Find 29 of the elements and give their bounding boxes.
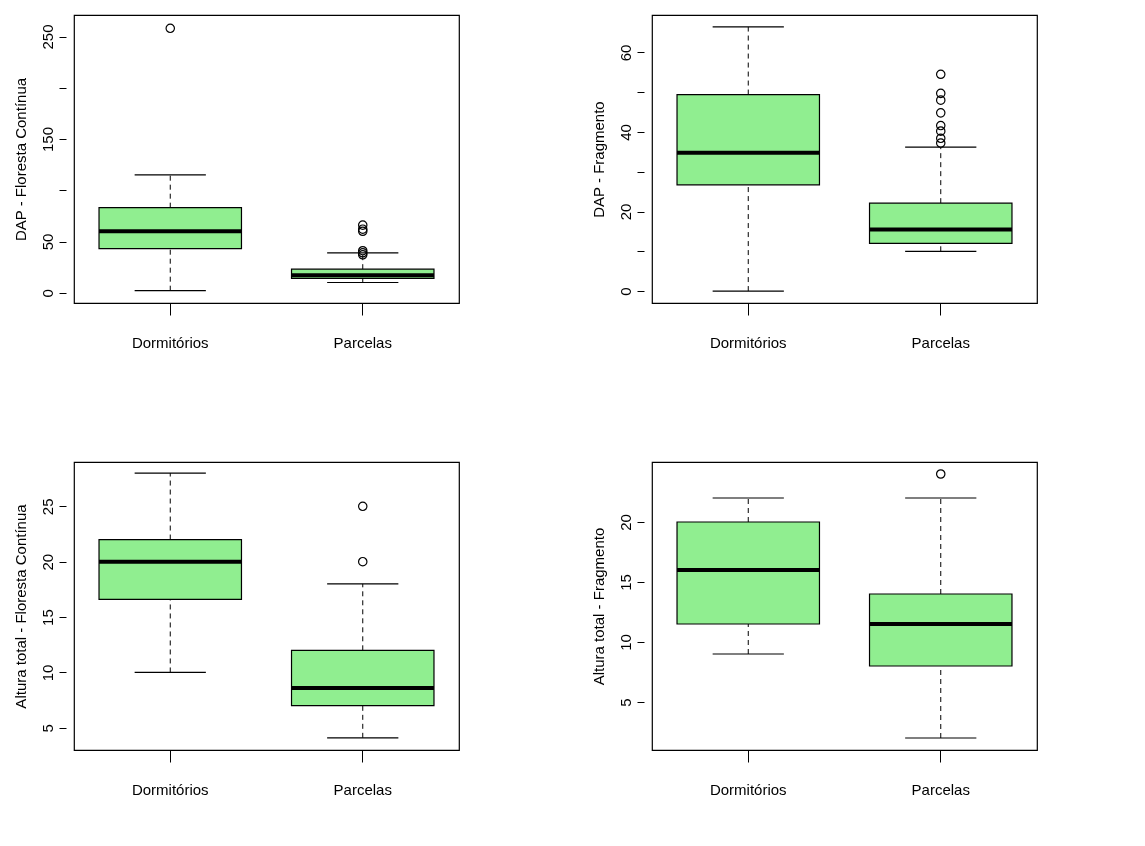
y-tick-label: 10: [38, 664, 56, 682]
y-axis-title: Altura total - Floresta Contínua: [11, 503, 29, 709]
y-axis-title: DAP - Fragmento: [589, 101, 607, 218]
x-tick-label: Parcelas: [333, 780, 392, 798]
y-tick-label: 250: [38, 24, 56, 50]
y-tick-label: 0: [38, 289, 56, 298]
x-tick-label: Parcelas: [911, 780, 970, 798]
y-tick-label: 40: [616, 124, 634, 141]
y-tick-label: 20: [616, 514, 634, 531]
x-tick-label: Dormitórios: [131, 333, 209, 351]
y-tick-label: 20: [38, 553, 56, 571]
y-axis-title: DAP - Floresta Contínua: [11, 77, 29, 242]
x-tick-label: Parcelas: [333, 333, 392, 351]
y-tick-label: 50: [38, 233, 56, 251]
x-tick-label: Dormitórios: [709, 780, 787, 798]
y-tick-label: 10: [616, 634, 634, 651]
y-tick-label: 0: [616, 287, 634, 296]
y-tick-label: 5: [616, 698, 634, 707]
y-axis-title: Altura total - Fragmento: [589, 527, 607, 686]
x-tick-label: Dormitórios: [131, 780, 209, 798]
y-tick-label: 60: [616, 44, 634, 62]
y-tick-label: 25: [38, 498, 56, 516]
y-tick-label: 15: [38, 609, 56, 626]
y-tick-label: 15: [616, 574, 634, 591]
y-tick-label: 150: [38, 127, 56, 153]
x-tick-label: Parcelas: [911, 333, 970, 351]
x-tick-label: Dormitórios: [709, 333, 787, 351]
y-tick-label: 20: [616, 203, 634, 221]
y-tick-label: 5: [38, 724, 56, 733]
